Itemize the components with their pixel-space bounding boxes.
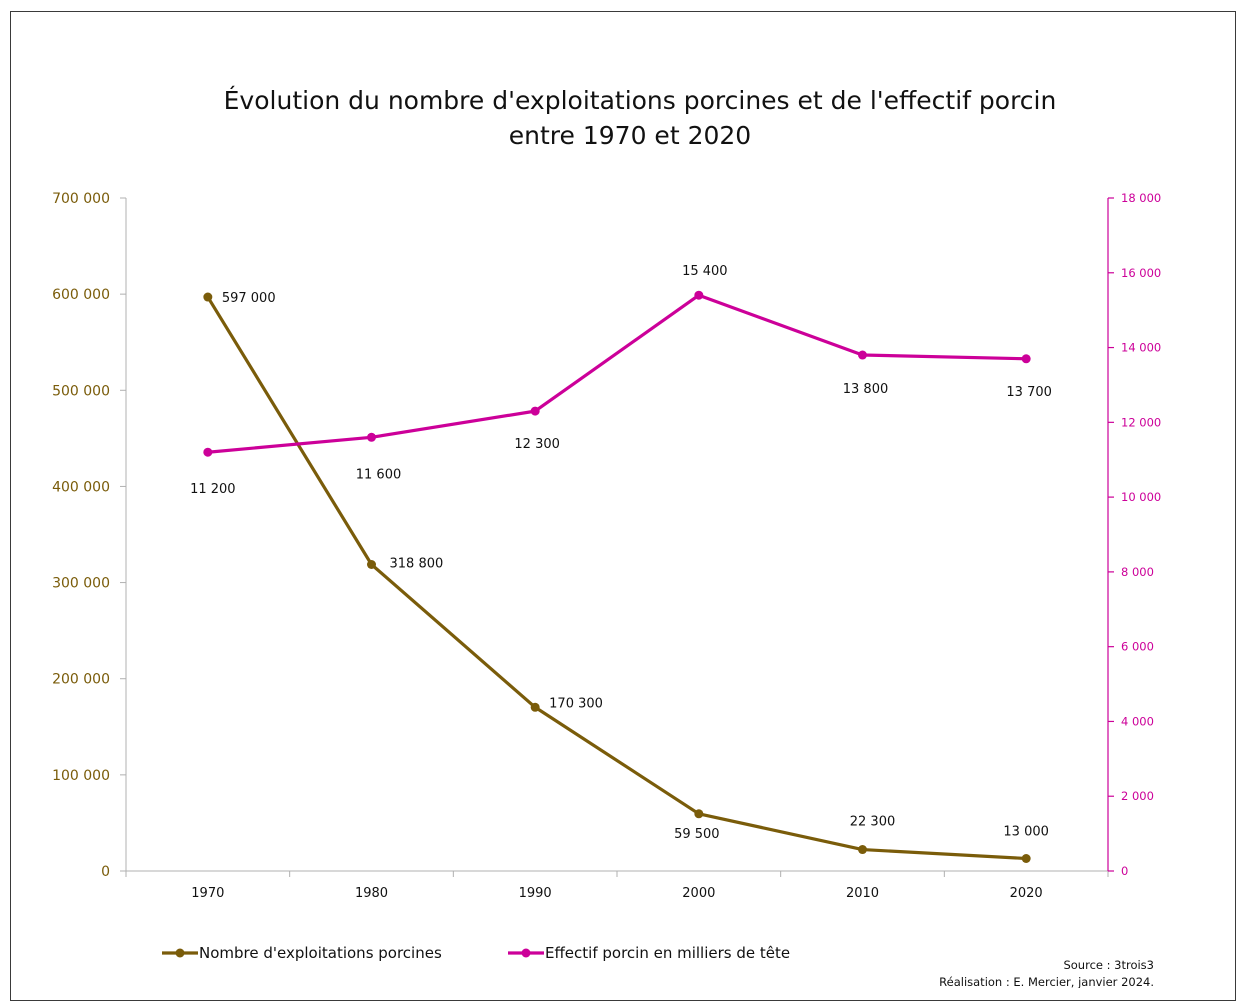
data-label-effectif-porcin: 11 200 (190, 482, 236, 497)
data-label-effectif-porcin: 11 600 (356, 467, 402, 482)
data-point-exploitations (367, 559, 376, 569)
y-left-tick-label: 300 000 (52, 576, 110, 592)
data-label-exploitations: 318 800 (390, 556, 444, 571)
data-point-exploitations (530, 702, 540, 712)
data-label-exploitations: 170 300 (549, 696, 603, 711)
x-tick-label: 1970 (191, 886, 224, 901)
source-credit: Source : 3trois3 (1063, 958, 1154, 972)
chart-title-line-2: entre 1970 et 2020 (509, 121, 751, 150)
chart-title-line-1: Évolution du nombre d'exploitations porc… (224, 86, 1057, 115)
y-left-tick-label: 700 000 (52, 191, 110, 207)
y-right-tick-label: 12 000 (1121, 415, 1161, 429)
y-left-tick-label: 200 000 (52, 672, 110, 688)
data-point-effectif-porcin (858, 350, 867, 360)
y-right-tick-label: 16 000 (1121, 266, 1161, 280)
y-left-tick-label: 500 000 (52, 383, 110, 399)
series-line-effectif-porcin (207, 293, 1027, 454)
y-right-tick-label: 0 (1121, 864, 1128, 878)
data-label-effectif-porcin: 15 400 (682, 264, 728, 279)
legend-label-exploitations: Nombre d'exploitations porcines (199, 944, 442, 962)
data-point-exploitations (203, 292, 213, 302)
data-point-exploitations (858, 845, 867, 855)
data-point-exploitations (694, 809, 704, 819)
data-label-effectif-porcin: 13 800 (843, 382, 889, 397)
x-tick-label: 2000 (682, 886, 715, 901)
y-left-tick-label: 400 000 (52, 479, 110, 495)
y-left-tick-label: 100 000 (52, 768, 110, 784)
x-tick-label: 1980 (355, 886, 388, 901)
y-right-tick-label: 14 000 (1121, 341, 1161, 355)
y-right-tick-label: 2 000 (1121, 789, 1154, 803)
x-tick-label: 1990 (519, 886, 552, 901)
data-label-exploitations: 597 000 (222, 291, 276, 306)
data-label-exploitations: 13 000 (1003, 825, 1049, 840)
data-label-effectif-porcin: 13 700 (1006, 385, 1052, 400)
data-point-effectif-porcin (1021, 354, 1031, 364)
x-tick-label: 2020 (1010, 886, 1043, 901)
y-right-tick-label: 4 000 (1121, 714, 1154, 728)
y-right-tick-label: 6 000 (1121, 640, 1154, 654)
data-point-effectif-porcin (694, 290, 704, 300)
y-right-tick-label: 18 000 (1121, 191, 1161, 205)
data-point-effectif-porcin (367, 432, 376, 442)
data-point-effectif-porcin (203, 447, 213, 457)
data-label-effectif-porcin: 12 300 (514, 437, 560, 452)
legend: Nombre d'exploitations porcines Effectif … (162, 944, 790, 962)
legend-marker-exploitations (175, 948, 185, 958)
y-left-tick-label: 600 000 (52, 287, 110, 303)
legend-label-effectif-porcin: Effectif porcin en milliers de tête (545, 944, 790, 962)
data-point-effectif-porcin (530, 406, 540, 416)
legend-marker-effectif-porcin (521, 948, 531, 958)
y-right-tick-label: 10 000 (1121, 490, 1161, 504)
series-line-exploitations (206, 296, 1027, 861)
data-label-exploitations: 59 500 (674, 827, 720, 842)
y-left-tick-label: 0 (101, 864, 110, 880)
data-label-exploitations: 22 300 (850, 815, 896, 830)
data-point-exploitations (1021, 854, 1031, 864)
author-credit: Réalisation : E. Mercier, janvier 2024. (939, 975, 1154, 988)
y-right-tick-label: 8 000 (1121, 565, 1154, 579)
x-tick-label: 2010 (846, 886, 879, 901)
